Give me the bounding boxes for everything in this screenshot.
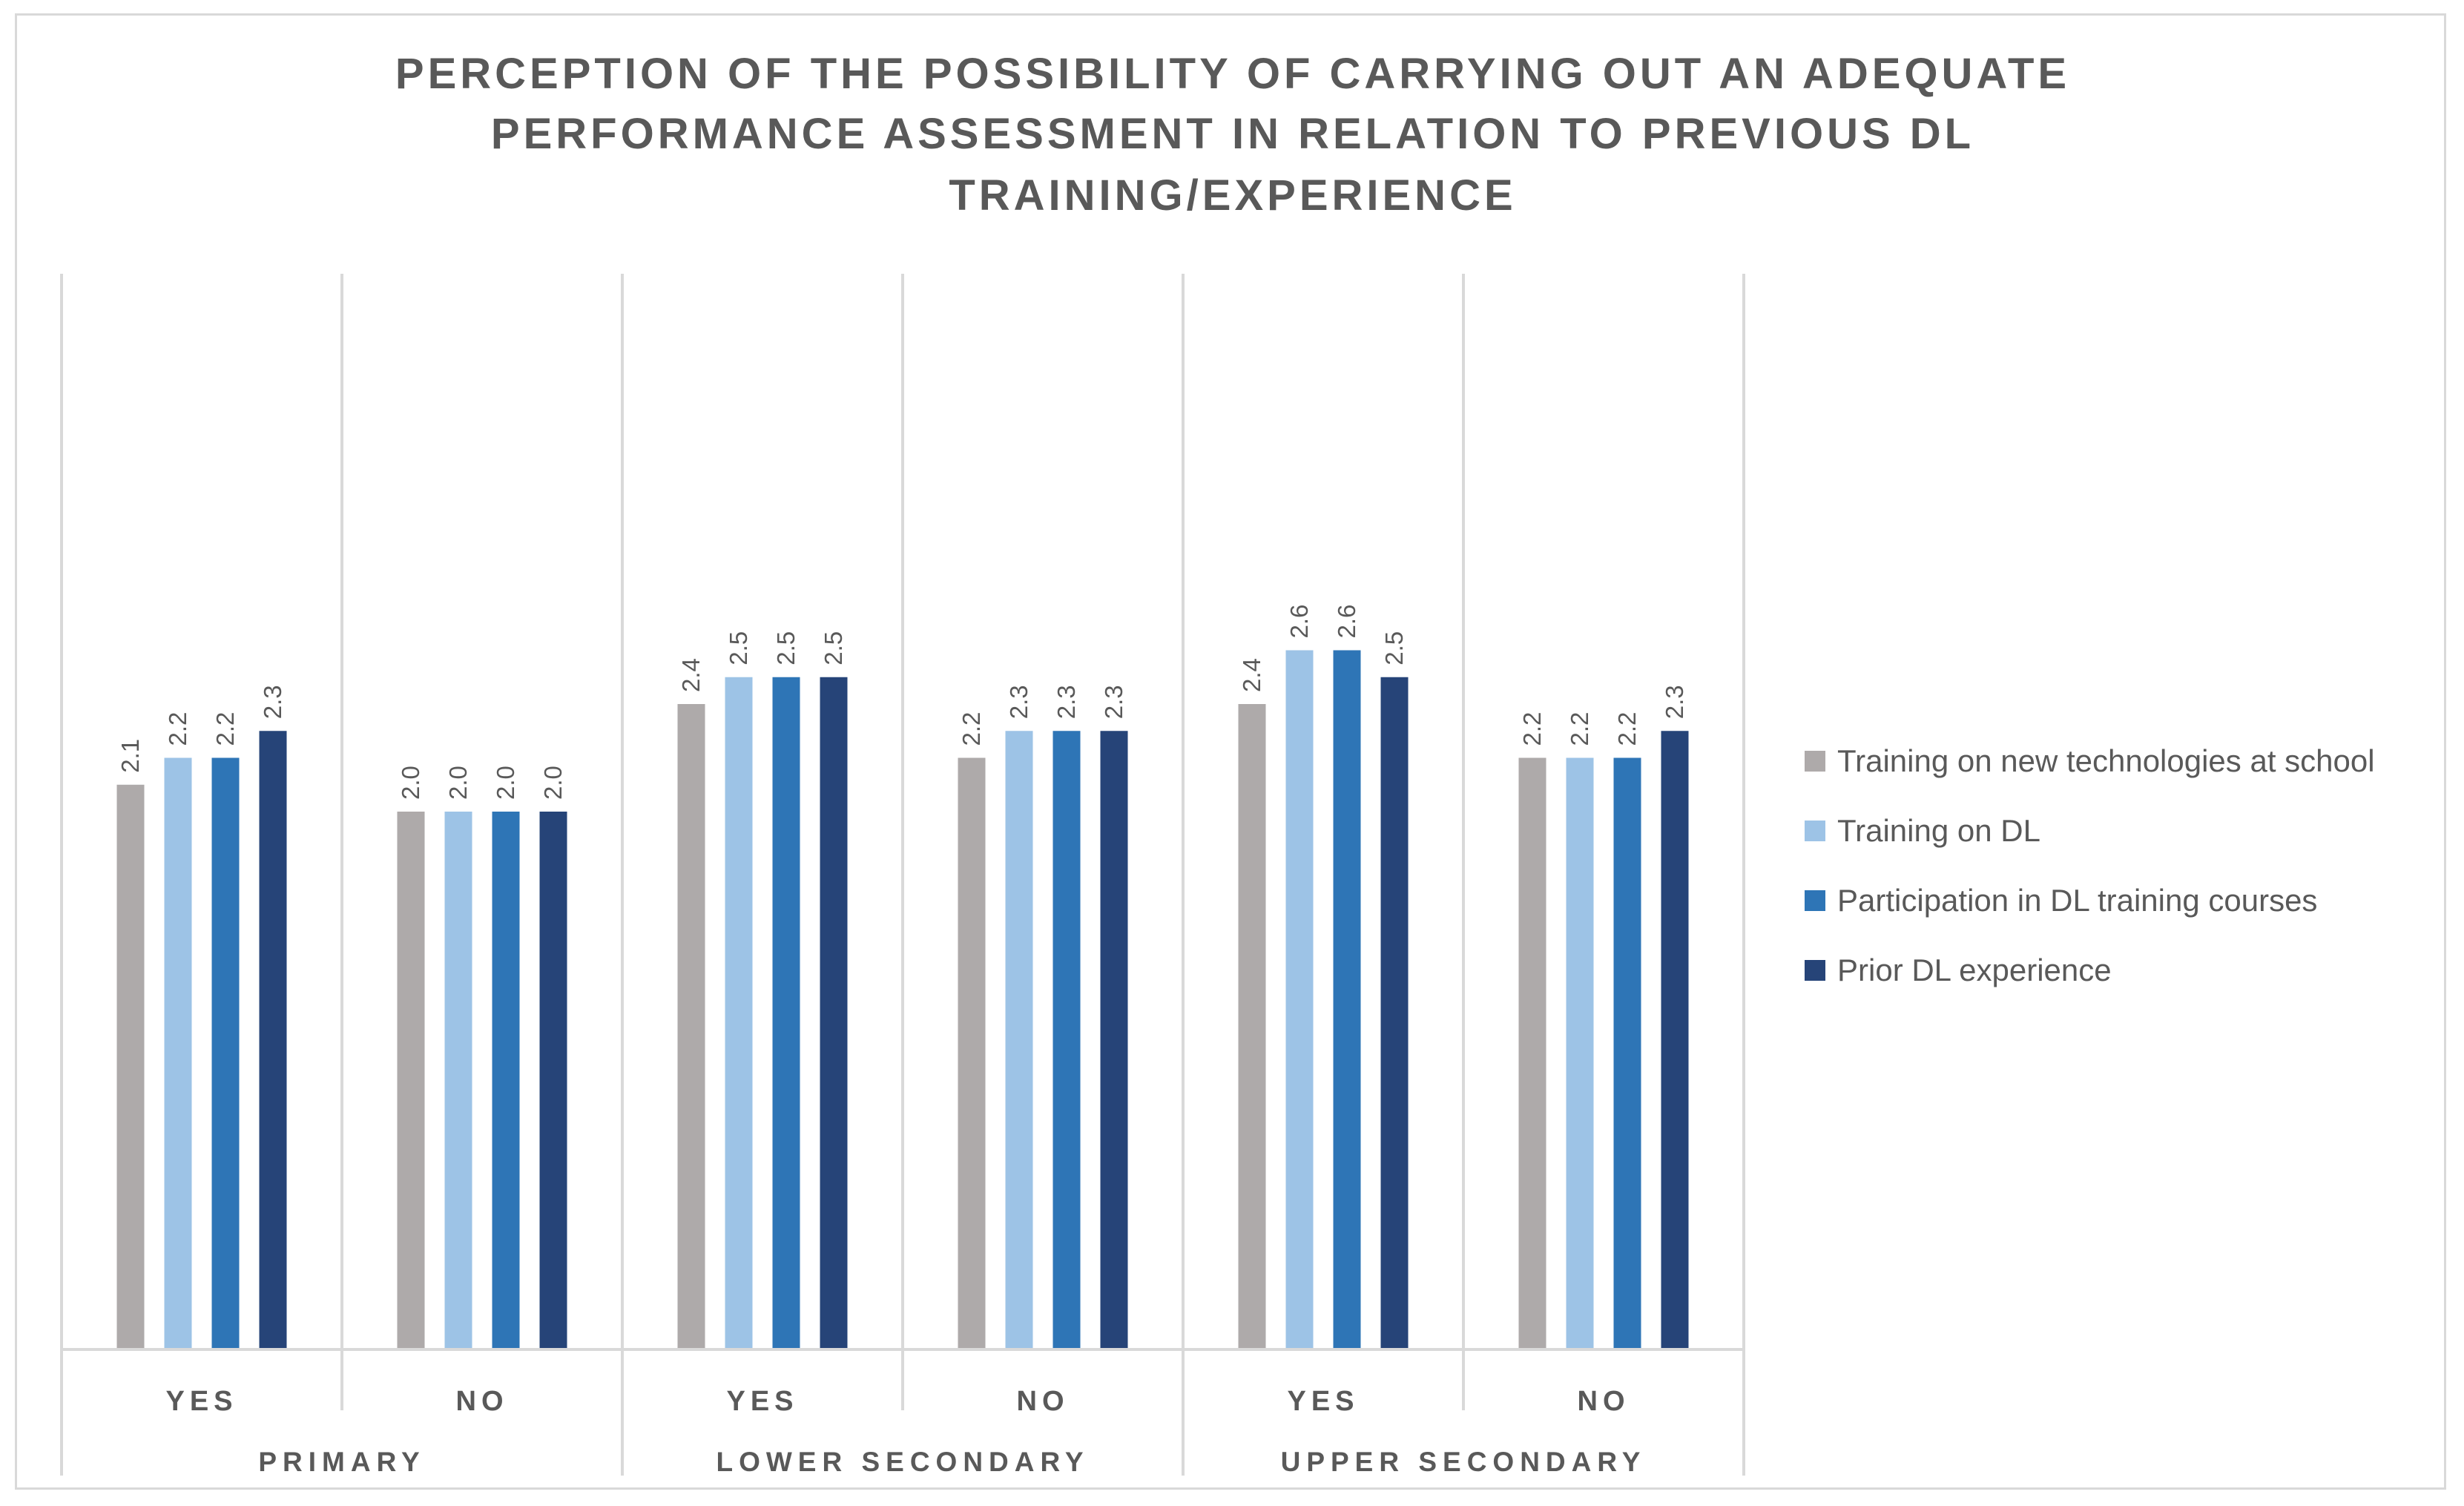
legend-swatch-prior-dl-experience xyxy=(1805,960,1825,981)
data-label-prior-dl-experience-3: 2.5 xyxy=(820,631,847,665)
data-label-prior-dl-experience-5: 2.5 xyxy=(1380,631,1408,665)
group-label-lower-secondary: LOWER SECONDARY xyxy=(716,1447,1089,1477)
category-label-5: YES xyxy=(1287,1386,1359,1417)
bar-prior-dl-experience-2 xyxy=(539,812,567,1349)
category-separators xyxy=(60,274,1745,1476)
bar-training-on-new-technologies-at-school-2 xyxy=(397,812,425,1349)
bar-participation-in-dl-training-courses-6 xyxy=(1613,757,1641,1349)
data-label-training-on-new-technologies-at-school-4: 2.2 xyxy=(958,712,985,746)
data-label-prior-dl-experience-1: 2.3 xyxy=(259,685,286,719)
data-label-participation-in-dl-training-courses-6: 2.2 xyxy=(1613,712,1641,746)
data-label-training-on-new-technologies-at-school-2: 2.0 xyxy=(397,766,424,800)
bar-training-on-dl-4 xyxy=(1005,731,1033,1349)
bar-prior-dl-experience-1 xyxy=(259,731,287,1349)
data-label-participation-in-dl-training-courses-2: 2.0 xyxy=(492,766,519,800)
data-label-prior-dl-experience-4: 2.3 xyxy=(1100,685,1127,719)
data-label-training-on-dl-1: 2.2 xyxy=(164,712,191,746)
bar-prior-dl-experience-6 xyxy=(1661,731,1689,1349)
bar-training-on-dl-5 xyxy=(1285,650,1314,1349)
legend-label-prior-dl-experience: Prior DL experience xyxy=(1837,953,2112,987)
bar-participation-in-dl-training-courses-3 xyxy=(772,677,800,1349)
category-label-4: NO xyxy=(1017,1386,1070,1417)
chart-title-line-2: PERFORMANCE ASSESSMENT IN RELATION TO PR… xyxy=(491,110,1974,158)
category-label-2: NO xyxy=(456,1386,509,1417)
bar-prior-dl-experience-3 xyxy=(820,677,848,1349)
bar-prior-dl-experience-4 xyxy=(1100,731,1128,1349)
chart-title-line-3: TRAINING/EXPERIENCE xyxy=(949,171,1516,220)
category-label-6: NO xyxy=(1578,1386,1630,1417)
data-label-training-on-new-technologies-at-school-1: 2.1 xyxy=(116,739,144,773)
bar-chart: PERCEPTION OF THE POSSIBILITY OF CARRYIN… xyxy=(60,50,2375,1477)
data-label-training-on-new-technologies-at-school-6: 2.2 xyxy=(1518,712,1546,746)
legend-label-participation-in-dl-training-courses: Participation in DL training courses xyxy=(1837,883,2317,918)
bar-training-on-dl-3 xyxy=(725,677,753,1349)
data-label-training-on-new-technologies-at-school-3: 2.4 xyxy=(677,658,705,692)
data-label-participation-in-dl-training-courses-3: 2.5 xyxy=(772,631,800,665)
bar-training-on-new-technologies-at-school-3 xyxy=(677,704,705,1349)
group-label-upper-secondary: UPPER SECONDARY xyxy=(1281,1447,1647,1477)
bar-participation-in-dl-training-courses-2 xyxy=(492,812,520,1349)
bar-training-on-dl-1 xyxy=(164,757,192,1349)
x-axis-category-labels: YES NO YES NO YES NO xyxy=(165,1386,1630,1417)
bars xyxy=(116,650,1689,1349)
legend-label-training-on-new-technologies-at-school: Training on new technologies at school xyxy=(1837,743,2375,778)
data-label-prior-dl-experience-6: 2.3 xyxy=(1661,685,1688,719)
bar-training-on-new-technologies-at-school-4 xyxy=(958,757,986,1349)
bar-prior-dl-experience-5 xyxy=(1380,677,1409,1349)
chart-title-line-1: PERCEPTION OF THE POSSIBILITY OF CARRYIN… xyxy=(395,50,2070,98)
legend-swatch-training-on-dl xyxy=(1805,821,1825,841)
x-axis-group-labels: PRIMARY LOWER SECONDARY UPPER SECONDARY xyxy=(258,1447,1647,1477)
data-label-participation-in-dl-training-courses-5: 2.6 xyxy=(1333,605,1360,639)
data-label-participation-in-dl-training-courses-1: 2.2 xyxy=(211,712,239,746)
category-label-3: YES xyxy=(726,1386,798,1417)
bar-training-on-dl-6 xyxy=(1566,757,1594,1349)
legend: Training on new technologies at school Tr… xyxy=(1805,743,2375,987)
bar-participation-in-dl-training-courses-4 xyxy=(1053,731,1081,1349)
data-label-prior-dl-experience-2: 2.0 xyxy=(539,766,567,800)
legend-swatch-participation-in-dl-training-courses xyxy=(1805,890,1825,911)
bar-training-on-dl-2 xyxy=(444,812,472,1349)
category-label-1: YES xyxy=(165,1386,237,1417)
chart-frame: PERCEPTION OF THE POSSIBILITY OF CARRYIN… xyxy=(15,13,2446,1490)
data-labels: 2.1 2.2 2.2 2.3 2.0 2.0 2.0 2.0 2.4 2.5 2.5 2.5 2.2 2… xyxy=(116,605,1688,800)
bar-participation-in-dl-training-courses-1 xyxy=(211,757,240,1349)
bar-training-on-new-technologies-at-school-5 xyxy=(1238,704,1266,1349)
data-label-training-on-dl-5: 2.6 xyxy=(1285,605,1313,639)
data-label-participation-in-dl-training-courses-4: 2.3 xyxy=(1053,685,1080,719)
group-label-primary: PRIMARY xyxy=(258,1447,425,1477)
bar-training-on-new-technologies-at-school-1 xyxy=(116,784,145,1349)
data-label-training-on-new-technologies-at-school-5: 2.4 xyxy=(1238,658,1265,692)
data-label-training-on-dl-6: 2.2 xyxy=(1566,712,1593,746)
chart-title: PERCEPTION OF THE POSSIBILITY OF CARRYIN… xyxy=(395,50,2070,220)
data-label-training-on-dl-2: 2.0 xyxy=(444,766,472,800)
data-label-training-on-dl-4: 2.3 xyxy=(1005,685,1032,719)
legend-swatch-training-on-new-technologies-at-school xyxy=(1805,751,1825,772)
data-label-training-on-dl-3: 2.5 xyxy=(725,631,752,665)
bar-participation-in-dl-training-courses-5 xyxy=(1333,650,1361,1349)
bar-training-on-new-technologies-at-school-6 xyxy=(1518,757,1546,1349)
legend-label-training-on-dl: Training on DL xyxy=(1837,813,2040,848)
